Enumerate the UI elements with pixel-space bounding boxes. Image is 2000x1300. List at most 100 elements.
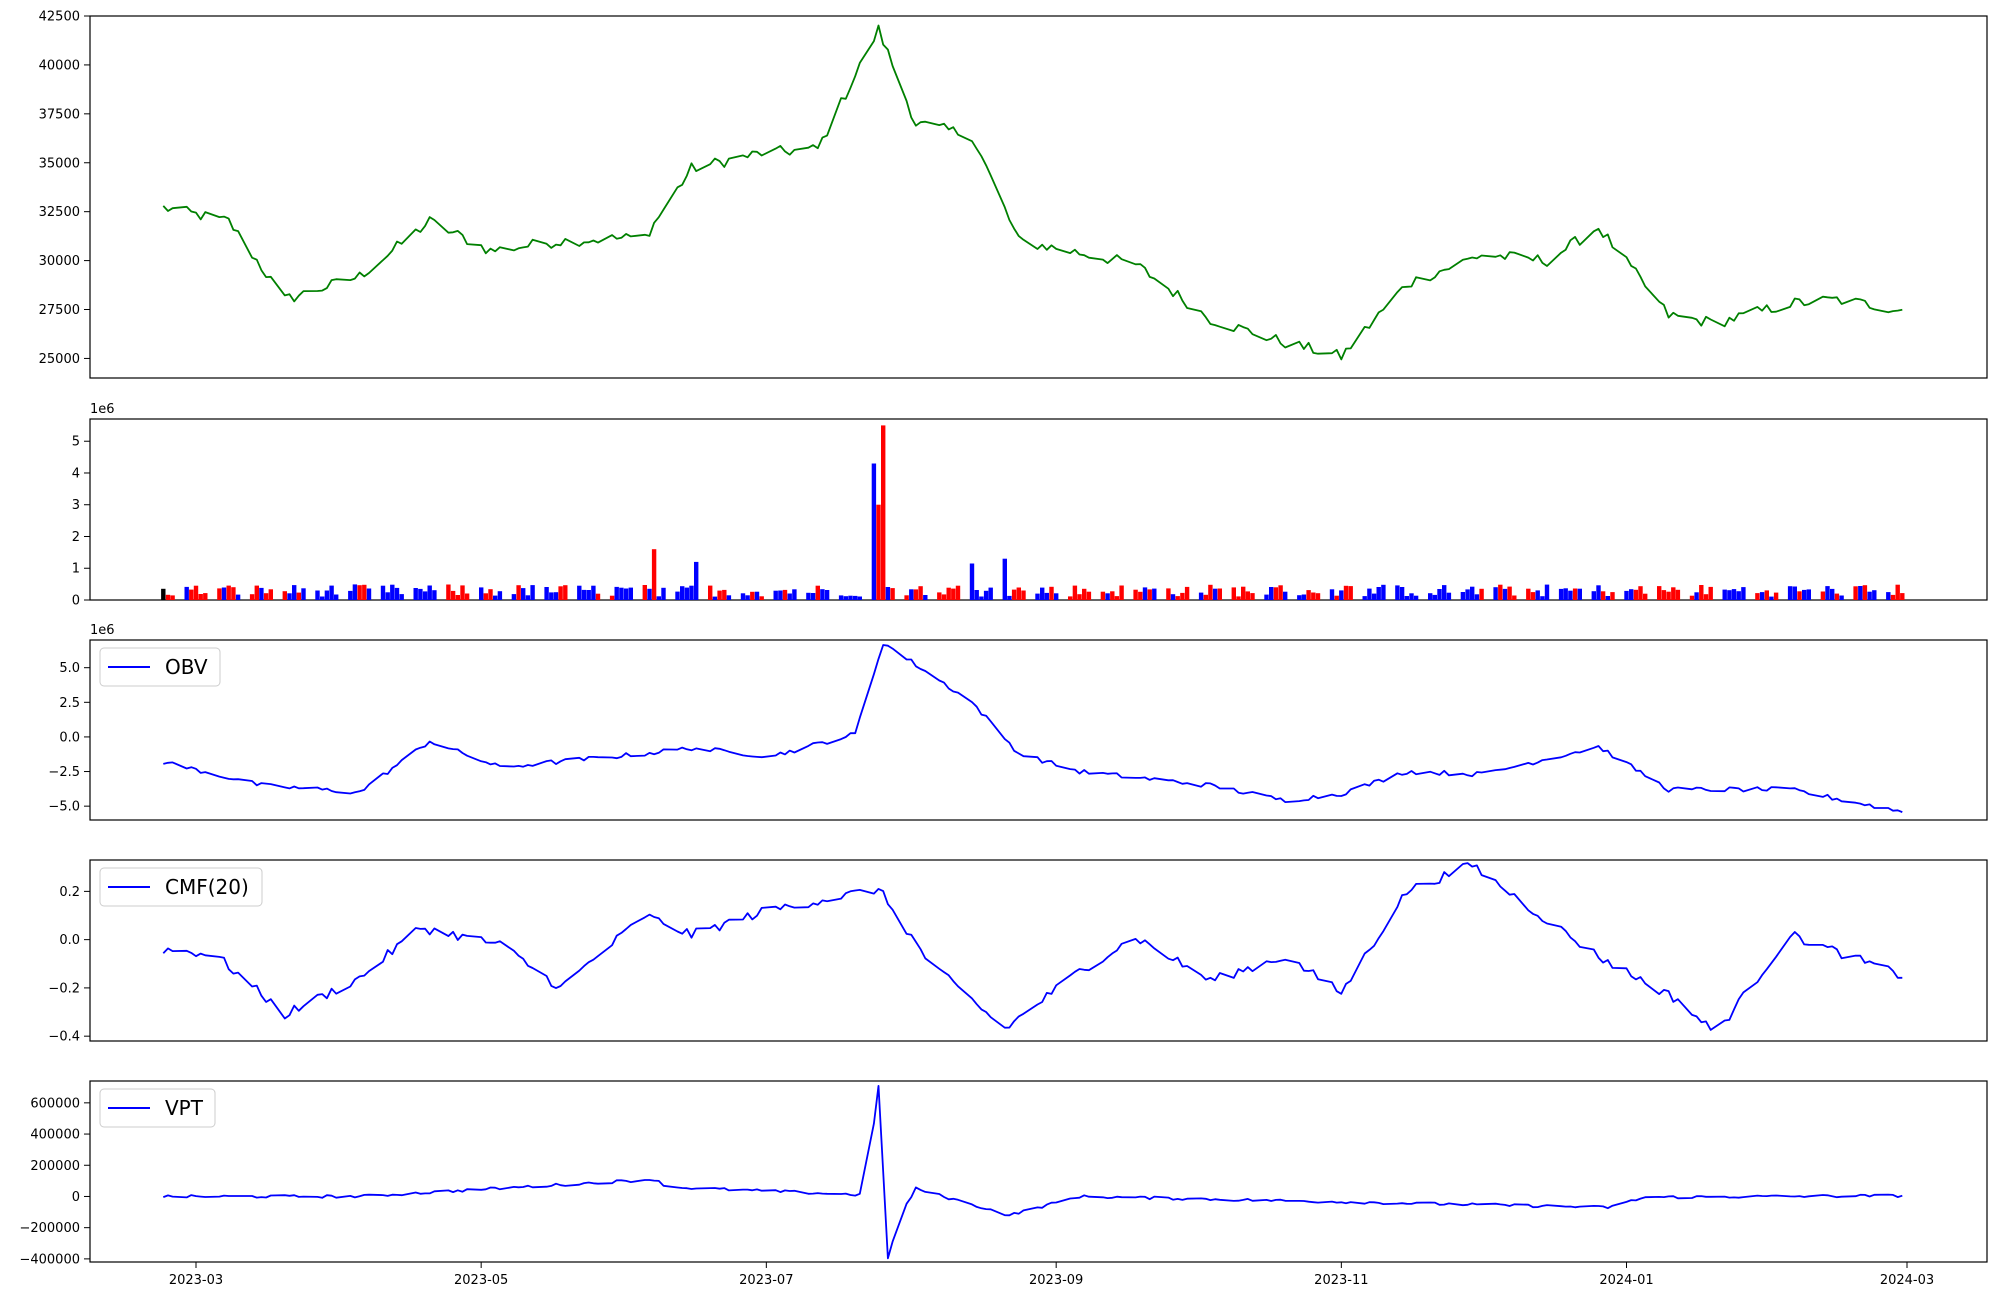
volume-bar bbox=[740, 593, 746, 600]
volume-bar bbox=[1040, 587, 1045, 600]
volume-bar bbox=[1596, 585, 1601, 600]
price-ytick-label: 32500 bbox=[39, 205, 80, 220]
volume-bar bbox=[226, 585, 231, 600]
volume-bar bbox=[366, 588, 372, 600]
volume-bar bbox=[1834, 593, 1840, 600]
volume-bar bbox=[1399, 587, 1405, 600]
volume-bar bbox=[1727, 590, 1732, 600]
cmf-legend-label: CMF(20) bbox=[165, 875, 249, 899]
volume-bar bbox=[1544, 584, 1550, 600]
volume-bar bbox=[221, 587, 227, 600]
cmf-panel: 0.2 0.0 −0.2 −0.4 CMF(20) bbox=[48, 859, 1988, 1045]
volume-bar bbox=[1797, 591, 1802, 600]
volume-bar bbox=[1049, 586, 1054, 600]
volume-bar bbox=[1133, 589, 1138, 600]
volume-bar bbox=[726, 595, 732, 600]
volume-bar bbox=[750, 591, 755, 600]
volume-bar bbox=[1666, 591, 1671, 600]
volume-bar bbox=[577, 585, 582, 600]
volume-bar bbox=[1072, 585, 1078, 600]
vpt-ytick-label: −400000 bbox=[19, 1252, 80, 1267]
volume-bar bbox=[675, 591, 680, 600]
volume-bar bbox=[1526, 588, 1531, 600]
volume-bar bbox=[292, 585, 297, 600]
volume-bar bbox=[1610, 592, 1615, 600]
volume-bar bbox=[946, 587, 951, 600]
volume-bar bbox=[488, 589, 493, 600]
volume-bar bbox=[759, 596, 764, 600]
volume-bar bbox=[1208, 584, 1213, 600]
vpt-panel: 600000 400000 200000 0 −200000 −400000 VPT bbox=[19, 1080, 1988, 1267]
volume-bar bbox=[1890, 594, 1896, 600]
volume-bar bbox=[1245, 591, 1250, 600]
volume-bar bbox=[1114, 596, 1120, 600]
volume-bar bbox=[1016, 587, 1021, 600]
volume-bar bbox=[1002, 558, 1007, 600]
volume-bar bbox=[287, 593, 292, 600]
vpt-legend-label: VPT bbox=[165, 1096, 204, 1120]
volume-bar bbox=[1900, 593, 1905, 600]
volume-bar bbox=[184, 586, 189, 600]
cmf-ytick-label: 0.2 bbox=[59, 885, 80, 900]
volume-bar bbox=[983, 590, 989, 600]
x-tick-label: 2023-09 bbox=[1029, 1273, 1083, 1288]
volume-bar bbox=[493, 595, 498, 600]
volume-bar bbox=[1184, 586, 1190, 600]
volume-bar bbox=[1507, 586, 1512, 600]
volume-bar bbox=[918, 586, 923, 600]
volume-bar bbox=[628, 587, 633, 600]
volume-bar bbox=[843, 596, 848, 600]
volume-bar bbox=[446, 584, 451, 600]
volume-bar bbox=[1428, 593, 1433, 600]
volume-bar bbox=[1437, 589, 1442, 600]
volume-bar bbox=[516, 585, 521, 600]
obv-offset-label: 1e6 bbox=[90, 623, 115, 638]
volume-bar bbox=[1283, 591, 1288, 600]
volume-bar bbox=[1820, 591, 1826, 600]
volume-bar bbox=[778, 590, 783, 600]
volume-bar bbox=[1479, 588, 1484, 600]
volume-bar bbox=[1460, 592, 1466, 600]
price-ytick-label: 37500 bbox=[39, 107, 80, 122]
volume-bar bbox=[853, 595, 858, 600]
volume-axes-frame bbox=[89, 418, 1988, 601]
volume-bar bbox=[937, 592, 942, 600]
volume-bar bbox=[497, 591, 503, 600]
volume-bar bbox=[1802, 589, 1807, 600]
x-tick-label: 2024-03 bbox=[1880, 1273, 1934, 1288]
cmf-series-line bbox=[162, 862, 1903, 1031]
volume-bar bbox=[787, 593, 792, 600]
volume-bar bbox=[1830, 588, 1835, 600]
x-tick-label: 2024-01 bbox=[1599, 1273, 1653, 1288]
volume-bar bbox=[1694, 592, 1699, 600]
volume-bar bbox=[1110, 591, 1115, 600]
volume-bar bbox=[329, 585, 334, 600]
volume-bar bbox=[969, 563, 975, 600]
volume-bar bbox=[1175, 596, 1180, 600]
volume-bar bbox=[722, 589, 727, 600]
volume-bar bbox=[324, 590, 330, 600]
volume-bar bbox=[170, 595, 175, 600]
volume-bar bbox=[1806, 589, 1811, 600]
volume-bar bbox=[530, 585, 535, 600]
volume-bar bbox=[1362, 596, 1367, 600]
volume-bar bbox=[263, 593, 269, 600]
volume-bar bbox=[1872, 590, 1877, 600]
volume-bar bbox=[1633, 589, 1639, 600]
volume-bar bbox=[586, 590, 591, 600]
volume-bar bbox=[609, 595, 615, 600]
volume-bar bbox=[1572, 588, 1578, 600]
volume-bar bbox=[549, 592, 554, 600]
volume-bar bbox=[988, 587, 993, 600]
obv-ytick-label: −5.0 bbox=[48, 800, 80, 815]
obv-legend bbox=[99, 647, 221, 687]
price-ytick-label: 42500 bbox=[39, 10, 80, 25]
volume-bar bbox=[352, 584, 358, 600]
volume-bar bbox=[614, 586, 619, 600]
volume-bar bbox=[418, 588, 423, 600]
volume-bar bbox=[782, 589, 788, 600]
x-axis: 2023-03 2023-05 2023-07 2023-09 2023-11 2024-… bbox=[169, 1262, 1934, 1288]
volume-bar bbox=[581, 589, 587, 600]
volume-bar bbox=[1657, 586, 1662, 600]
volume-bar bbox=[161, 588, 166, 600]
